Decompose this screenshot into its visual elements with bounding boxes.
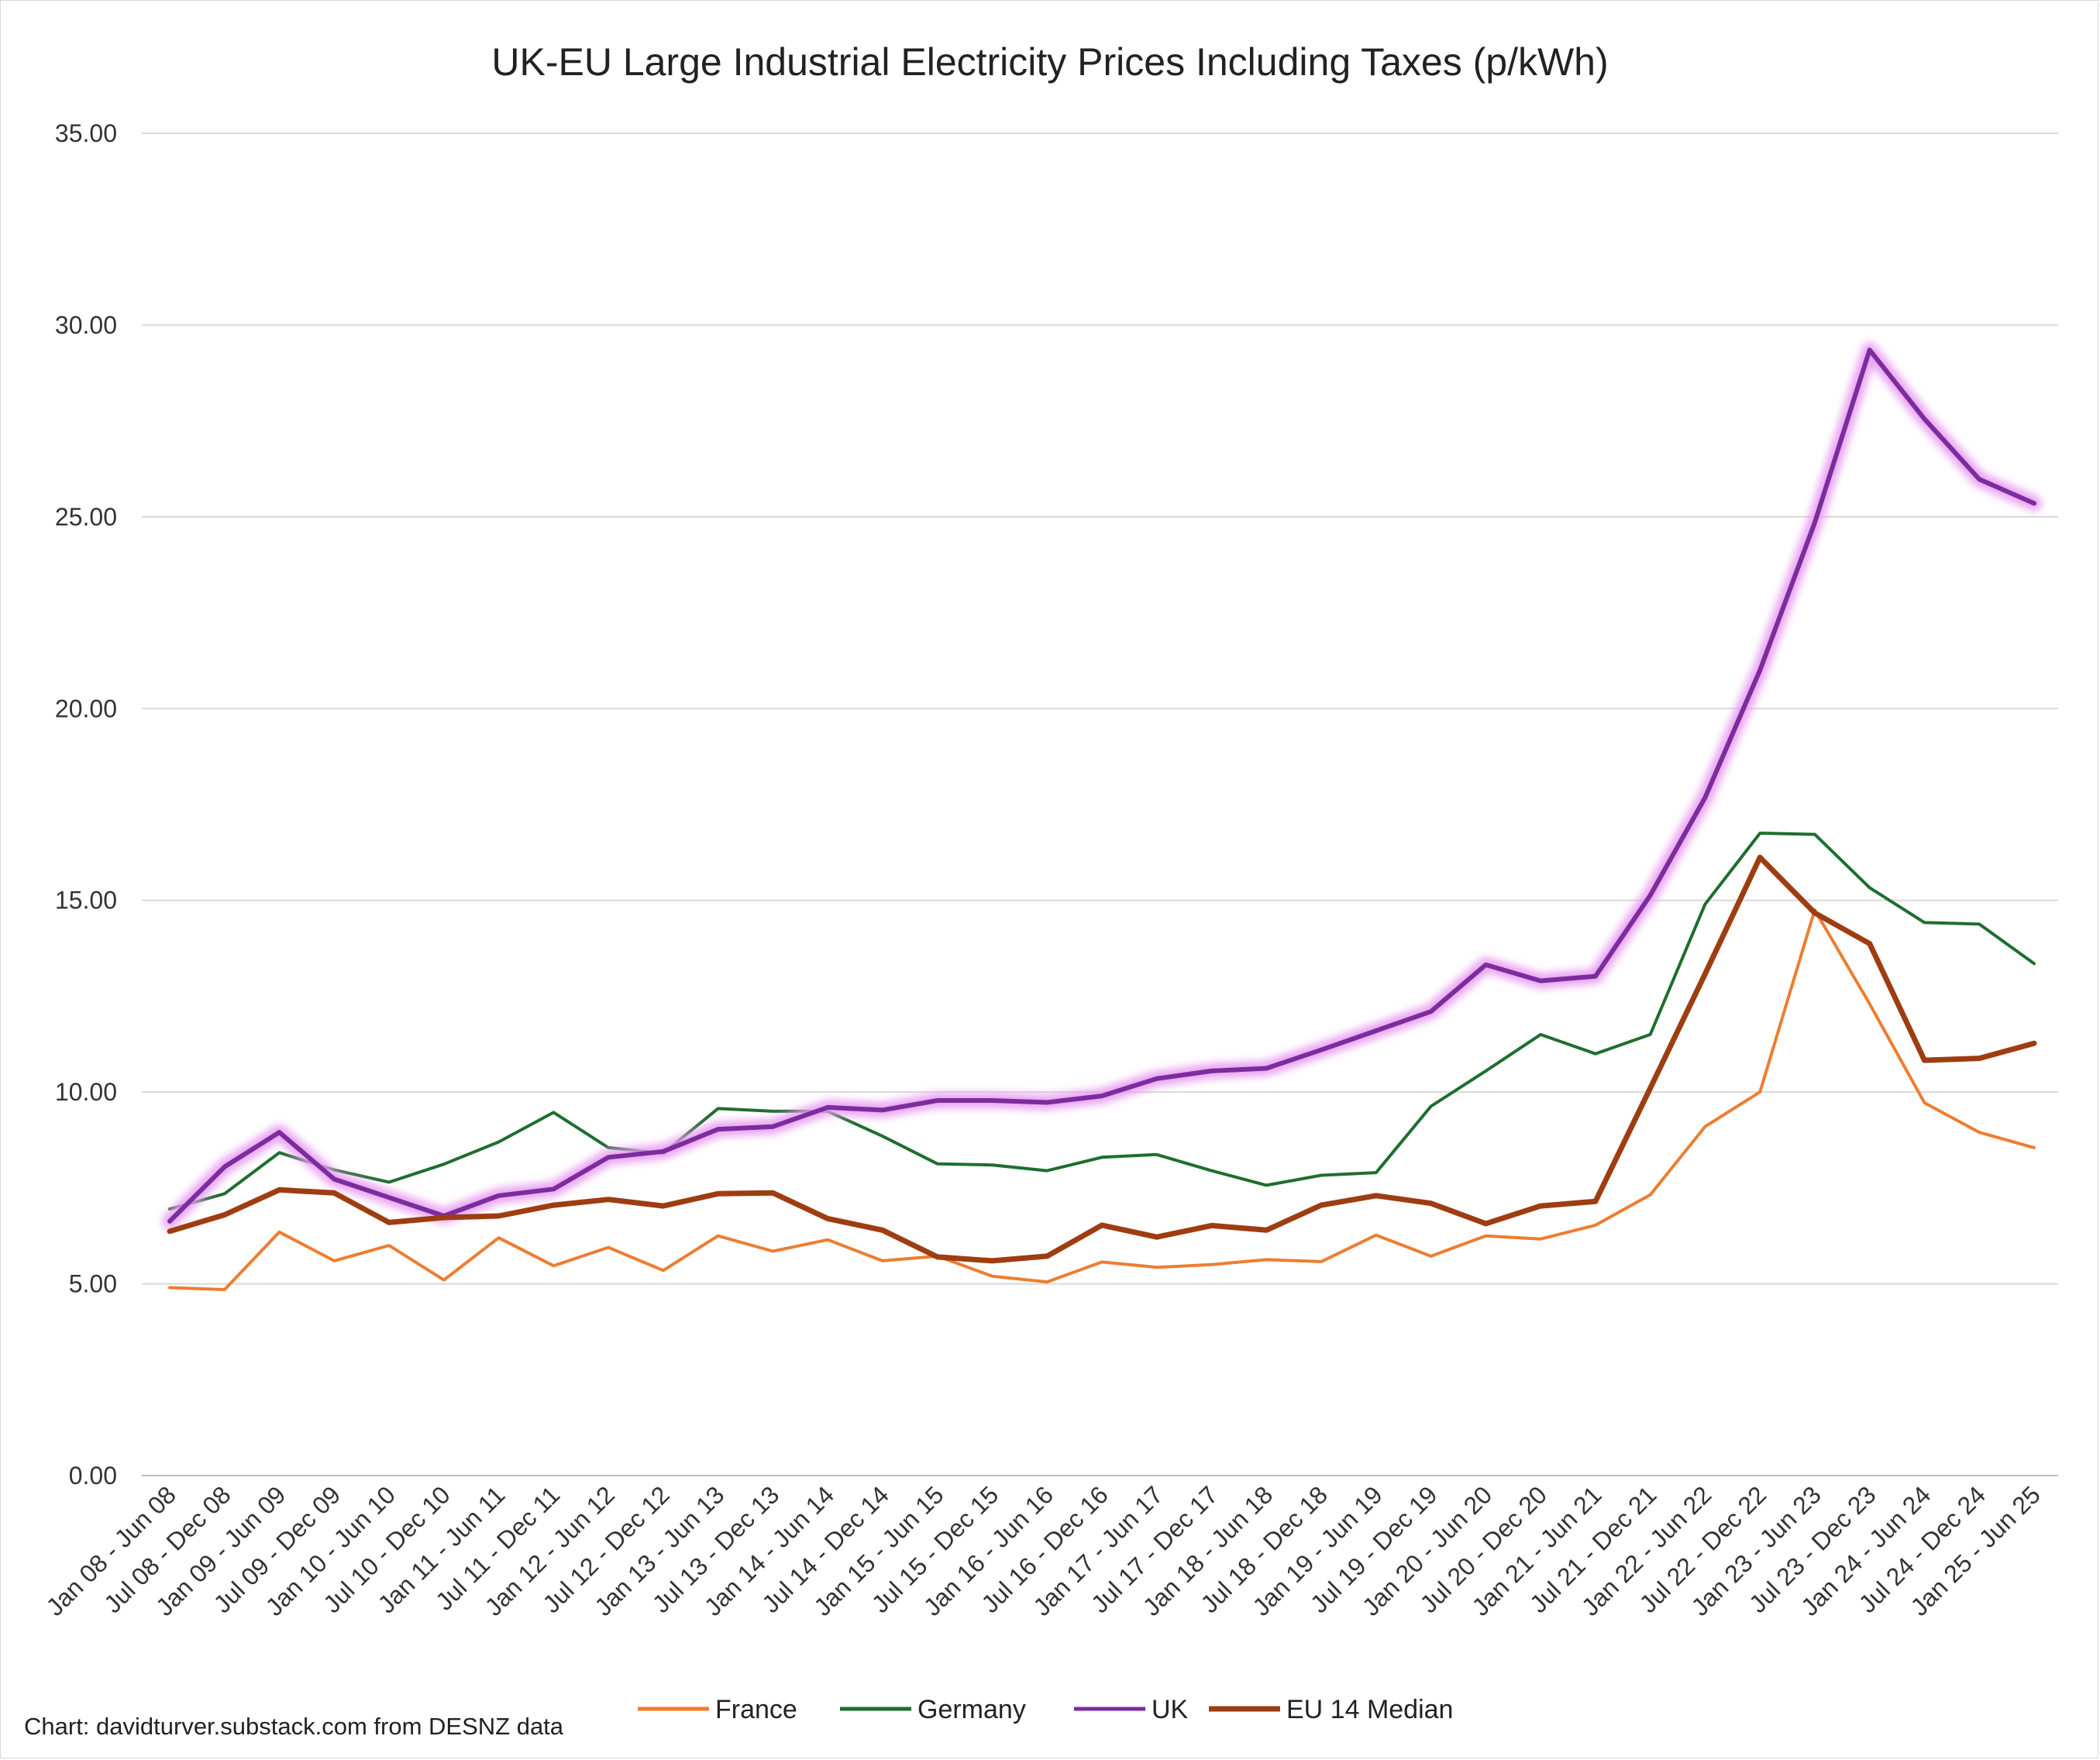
legend-label-france: France xyxy=(715,1695,797,1724)
series-line-germany xyxy=(168,832,2036,1211)
legend-label-eu-14-median: EU 14 Median xyxy=(1286,1695,1453,1724)
series-line-eu-14-median xyxy=(167,854,2037,1264)
series-lines xyxy=(162,342,2042,1291)
y-axis-ticks: 0.00 5.00 10.00 15.00 20.00 25.00 30.00 35.00 xyxy=(55,119,117,1490)
y-tick-label: 35.00 xyxy=(55,119,117,147)
y-tick-label: 10.00 xyxy=(55,1078,117,1106)
series-line-uk xyxy=(167,347,2036,1224)
gridlines xyxy=(142,133,2058,1476)
series-line-france xyxy=(168,908,2036,1291)
y-tick-label: 25.00 xyxy=(55,503,117,531)
y-tick-label: 30.00 xyxy=(55,311,117,339)
legend: France Germany UK EU 14 Median xyxy=(638,1695,1453,1724)
series-glow-uk xyxy=(162,342,2042,1229)
y-tick-label: 20.00 xyxy=(55,694,117,722)
y-tick-label: 15.00 xyxy=(55,887,117,914)
source-note: Chart: davidturver.substack.com from DES… xyxy=(24,1713,564,1740)
chart-title: UK-EU Large Industrial Electricity Price… xyxy=(491,40,1608,84)
legend-label-uk: UK xyxy=(1152,1695,1189,1724)
y-tick-label: 5.00 xyxy=(69,1270,117,1298)
legend-label-germany: Germany xyxy=(917,1695,1026,1724)
y-tick-label: 0.00 xyxy=(69,1462,117,1490)
